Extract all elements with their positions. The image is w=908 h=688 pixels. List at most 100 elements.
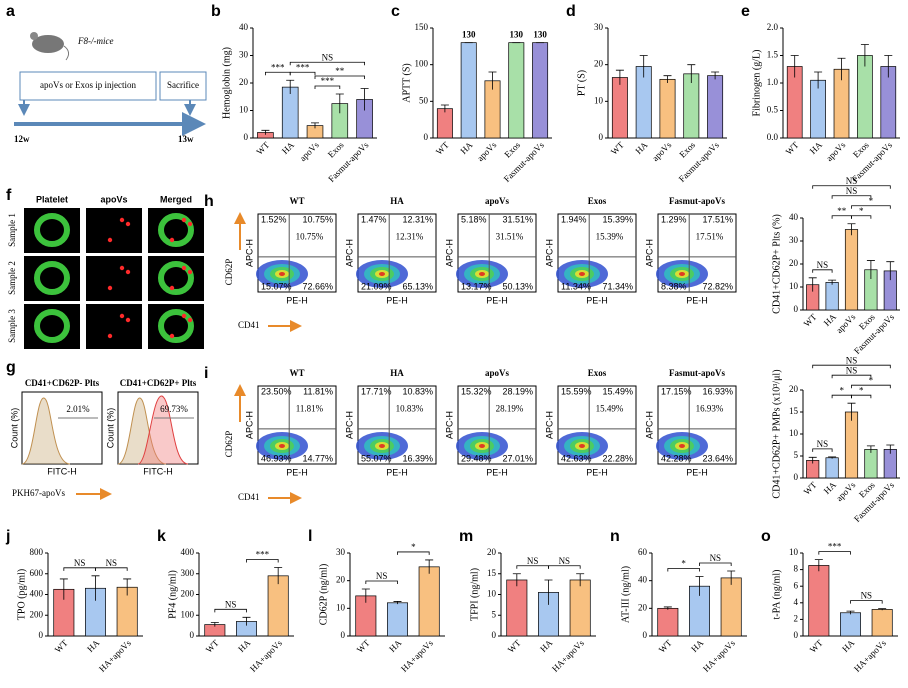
quadrant-percent: 42.28%	[661, 453, 692, 463]
quadrant-percent: 15.39%	[602, 214, 633, 224]
error-bar	[615, 69, 624, 85]
x-tick-label: Exos	[677, 139, 697, 159]
significance-label: NS	[322, 52, 334, 62]
significance-bracket	[812, 185, 891, 189]
y-tick-label: 20	[487, 547, 497, 557]
panel-letter: g	[6, 359, 16, 376]
quadrant-percent: 50.13%	[502, 281, 533, 291]
y-tick-label: 0	[492, 630, 497, 640]
x-tick-label: apoVs	[650, 139, 674, 163]
error-bar	[828, 279, 837, 285]
y-tick-label: 0	[794, 630, 799, 640]
quadrant-percent: 8.38%	[661, 281, 687, 291]
y-axis-label: PF4 (ng/ml)	[167, 570, 178, 619]
quadrant-percent: 17.51%	[702, 214, 733, 224]
x-tick-label: HA	[387, 637, 404, 654]
plot-frame	[117, 391, 199, 465]
y-tick-label: 0	[424, 132, 429, 142]
footer-label: PKH67-apoVs	[12, 488, 65, 498]
panel-letter: d	[566, 3, 576, 20]
event-density	[279, 444, 285, 448]
y-tick-label: 0	[599, 132, 604, 142]
y-tick-label: 0.0	[767, 132, 779, 142]
y-tick-label: 60	[638, 547, 648, 557]
significance-bracket	[699, 562, 732, 566]
y-axis-label: Hemoglobin (mg)	[221, 47, 232, 119]
quadrant-percent: 72.82%	[702, 281, 733, 291]
error-bar	[860, 44, 869, 67]
highlight-percent: 12.31%	[396, 231, 424, 241]
significance-label: NS	[817, 260, 829, 270]
error-bar	[808, 277, 817, 292]
y-tick-label: 400	[181, 547, 195, 557]
x-tick-label: WT	[609, 139, 626, 156]
significance-label: NS	[861, 591, 873, 601]
bar	[808, 565, 830, 637]
y-tick-label: 10	[789, 281, 799, 291]
axis-label: PE-H	[586, 467, 608, 477]
plot-title: Exos	[588, 196, 607, 206]
significance-bracket	[314, 85, 341, 89]
significance-bracket	[812, 269, 833, 273]
significance-bracket	[246, 559, 279, 563]
y-tick-label: 30	[789, 235, 799, 245]
significance-label: NS	[376, 571, 388, 581]
apovs-stain	[187, 269, 193, 275]
apovs-stain	[181, 313, 187, 319]
quadrant-percent: 13.17%	[461, 281, 492, 291]
error-bar	[544, 579, 553, 605]
quadrant-percent: 15.07%	[261, 281, 292, 291]
highlight-percent: 11.81%	[296, 403, 324, 413]
plot-title: HA	[390, 368, 404, 378]
axis-label: Count (%)	[105, 408, 115, 449]
axis-label: APC-H	[644, 411, 654, 439]
error-bar	[687, 64, 696, 83]
time-label: 13w	[178, 134, 194, 144]
significance-bracket	[831, 215, 852, 219]
error-bar	[576, 573, 585, 587]
error-bar	[695, 576, 704, 596]
error-bar	[512, 573, 521, 587]
data-label: 130	[533, 30, 547, 40]
y-axis-label: CD62P (ng/ml)	[318, 564, 329, 626]
bar	[683, 73, 700, 139]
significance-label: NS	[106, 558, 118, 568]
platelet-stain	[158, 213, 194, 247]
apovs-stain	[187, 317, 193, 323]
y-tick-label: 20	[789, 384, 799, 394]
quadrant-percent: 17.71%	[361, 386, 392, 396]
error-bar	[663, 606, 672, 610]
plot-title: CD41+CD62P+ Plts	[120, 378, 197, 388]
error-bar	[360, 88, 369, 111]
quadrant-percent: 1.47%	[361, 214, 387, 224]
bar	[840, 612, 861, 637]
x-tick-label: apoVs	[834, 311, 858, 335]
axis-label: CD41	[238, 492, 260, 502]
gate-percent: 2.01%	[66, 404, 90, 414]
y-tick-label: 0	[794, 304, 799, 314]
significance-label: NS	[817, 439, 829, 449]
y-tick-label: 40	[239, 22, 249, 32]
axis-label: PE-H	[386, 295, 408, 305]
bar	[460, 42, 477, 139]
error-bar	[663, 75, 672, 83]
significance-bracket	[365, 580, 398, 584]
significance-bracket	[667, 568, 700, 572]
axis-label: PE-H	[486, 467, 508, 477]
y-tick-label: 10	[336, 602, 346, 612]
error-bar	[847, 402, 856, 421]
y-tick-label: 10	[594, 95, 604, 105]
x-tick-label: HA+apoVs	[852, 637, 888, 673]
y-tick-label: 10	[789, 428, 799, 438]
apovs-stain	[169, 333, 175, 339]
axis-label: APC-H	[444, 239, 454, 267]
quadrant-percent: 21.09%	[361, 281, 392, 291]
quadrant-percent: 29.48%	[461, 453, 492, 463]
plot-title: CD41+CD62P- Plts	[25, 378, 100, 388]
y-tick-label: 20	[789, 258, 799, 268]
panel-letter: f	[6, 187, 12, 204]
column-header: Platelet	[36, 194, 68, 204]
apovs-stain	[125, 269, 131, 275]
apovs-stain	[119, 313, 125, 319]
